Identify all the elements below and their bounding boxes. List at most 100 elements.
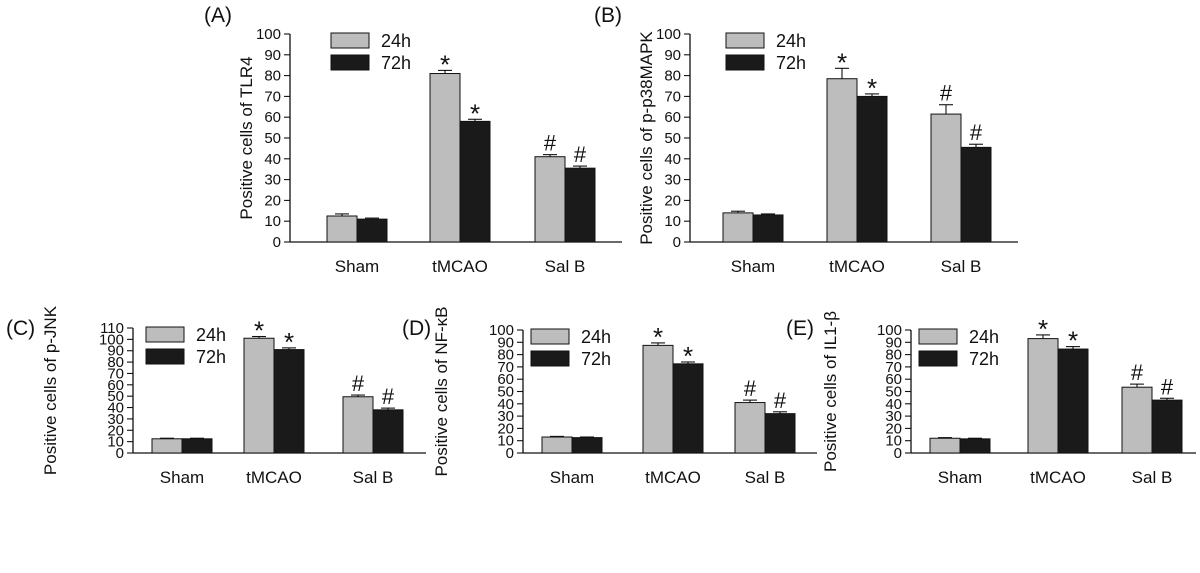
x-tick-label: Sham	[731, 257, 775, 276]
y-tick-label: 0	[894, 445, 902, 462]
x-tick-label: tMCAO	[246, 468, 302, 487]
bar-72h-0	[752, 214, 784, 243]
bar-72h-2	[372, 409, 404, 454]
bar-24h-1	[826, 78, 858, 243]
y-tick-label: 90	[497, 334, 514, 351]
legend-swatch-24h	[330, 32, 370, 49]
y-tick-label: 30	[264, 172, 281, 189]
legend-label: 72h	[776, 53, 806, 73]
legend-label: 24h	[381, 31, 411, 51]
legend-label: 24h	[581, 327, 611, 347]
legend-swatch-72h	[145, 348, 185, 365]
legend-swatch-72h	[530, 350, 570, 367]
y-tick-label: 10	[107, 434, 124, 451]
y-tick-label: 30	[107, 411, 124, 428]
significance-mark: *	[1068, 326, 1078, 356]
significance-mark: #	[544, 131, 557, 156]
y-tick-label: 100	[877, 322, 902, 339]
y-axis-label: Positive cells of p-JNK	[41, 305, 60, 475]
significance-mark: *	[1038, 314, 1048, 344]
x-tick-label: Sham	[335, 257, 379, 276]
panel-label: (B)	[594, 4, 622, 27]
bar-24h-0	[541, 436, 573, 454]
y-tick-label: 70	[885, 359, 902, 376]
significance-mark: #	[970, 120, 983, 145]
significance-mark: *	[284, 327, 294, 357]
bar-72h-1	[672, 363, 704, 454]
bar-72h-1	[856, 95, 888, 243]
y-tick-label: 70	[664, 88, 681, 105]
x-tick-label: Sal B	[745, 468, 786, 487]
y-tick-label: 10	[497, 433, 514, 450]
y-tick-label: 60	[264, 109, 281, 126]
bar-24h-0	[326, 215, 358, 243]
significance-mark: #	[1131, 360, 1144, 385]
y-tick-label: 20	[885, 420, 902, 437]
y-axis-label: Positive cells of TLR4	[237, 56, 256, 219]
y-axis-label: Positive cells of NF-κB	[432, 306, 451, 476]
y-tick-label: 60	[497, 371, 514, 388]
bar-24h-0	[151, 438, 183, 454]
significance-mark: *	[683, 341, 693, 371]
bar-24h-1	[429, 73, 461, 243]
legend-label: 24h	[969, 327, 999, 347]
y-tick-label: 100	[256, 26, 281, 43]
significance-mark: #	[744, 376, 757, 401]
chart-panel-a: (A) Positive cells of TLR4 0 10 20 30 40 50 60 70…	[204, 4, 622, 276]
legend-swatch-72h	[725, 54, 765, 71]
y-tick-label: 50	[497, 384, 514, 401]
bar-72h-0	[959, 438, 991, 454]
significance-mark: *	[837, 47, 847, 77]
y-tick-label: 30	[885, 408, 902, 425]
significance-mark: *	[470, 98, 480, 128]
y-tick-label: 100	[656, 26, 681, 43]
legend-label: 72h	[969, 349, 999, 369]
y-tick-label: 70	[497, 359, 514, 376]
bar-24h-1	[1027, 338, 1059, 454]
bar-24h-2	[1121, 386, 1153, 454]
x-tick-label: tMCAO	[829, 257, 885, 276]
y-tick-label: 60	[885, 371, 902, 388]
x-tick-label: Sham	[160, 468, 204, 487]
y-axis-label: Positive cells of p-p38MAPK	[637, 31, 656, 245]
bar-24h-1	[243, 337, 275, 454]
x-tick-label: tMCAO	[1030, 468, 1086, 487]
chart-panel-d: (D) Positive cells of NF-κB 01020304050607…	[402, 306, 817, 487]
significance-mark: #	[574, 142, 587, 167]
x-tick-label: tMCAO	[432, 257, 488, 276]
bar-72h-2	[564, 167, 596, 243]
y-tick-label: 0	[506, 445, 514, 462]
y-tick-label: 0	[273, 234, 281, 251]
y-tick-label: 40	[497, 396, 514, 413]
bar-72h-2	[764, 413, 796, 454]
panel-label: (C)	[6, 317, 35, 340]
bar-24h-0	[929, 437, 961, 454]
significance-mark: *	[254, 316, 264, 346]
bar-24h-2	[930, 113, 962, 243]
significance-mark: *	[653, 322, 663, 352]
legend-swatch-24h	[530, 328, 570, 345]
y-tick-label: 60	[664, 109, 681, 126]
legend-swatch-24h	[918, 328, 958, 345]
y-tick-label: 80	[107, 354, 124, 371]
x-tick-label: Sal B	[353, 468, 394, 487]
significance-mark: #	[352, 371, 365, 396]
legend-swatch-72h	[918, 350, 958, 367]
y-tick-label: 30	[664, 172, 681, 189]
bar-72h-1	[459, 120, 491, 243]
legend-label: 24h	[196, 325, 226, 345]
bar-24h-1	[642, 344, 674, 454]
bar-72h-1	[273, 349, 305, 454]
x-tick-label: Sham	[550, 468, 594, 487]
significance-mark: #	[1161, 374, 1174, 399]
bar-24h-2	[734, 402, 766, 454]
bar-72h-2	[1151, 399, 1183, 454]
y-tick-label: 20	[497, 420, 514, 437]
bar-24h-2	[342, 396, 374, 454]
significance-mark: #	[940, 81, 953, 106]
panel-label: (A)	[204, 4, 232, 27]
x-tick-label: Sal B	[1132, 468, 1173, 487]
bar-72h-2	[960, 146, 992, 243]
y-tick-label: 30	[497, 408, 514, 425]
y-tick-label: 0	[673, 234, 681, 251]
